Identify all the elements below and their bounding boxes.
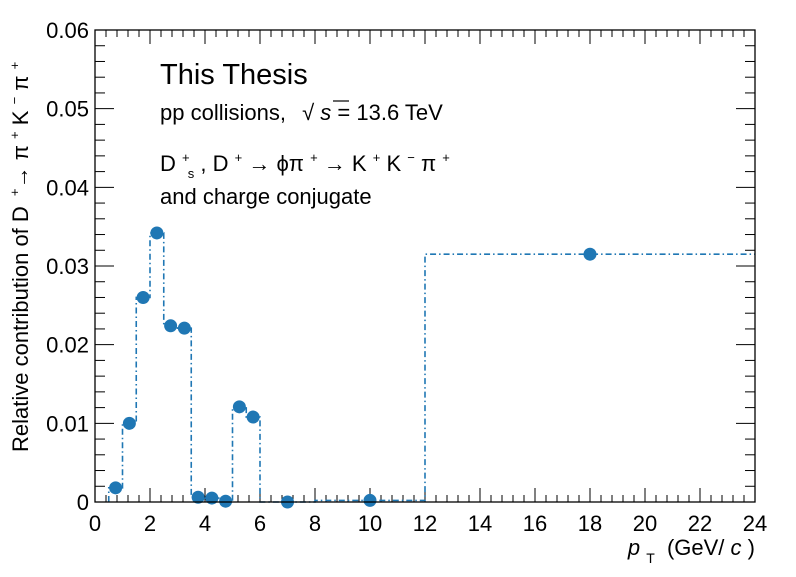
annotation-line2-arrow2: → K [324,151,367,176]
y-tick-label: 0.01 [46,411,89,436]
annotation-line2: D + s , D + → ϕπ + → K + K − π + [160,142,450,183]
annotation-line2-pi2: π [421,151,436,176]
y-tick-label: 0.03 [46,254,89,279]
annotation-line2-K2: K [386,151,401,176]
y-axis-title-D-sup: + [7,188,22,196]
annotation-line2-K2-sup: − [407,150,415,165]
data-point [219,494,233,508]
data-point [150,226,164,240]
annotation-line2-s-sup: + [182,150,190,165]
y-axis-title-K-sup: − [7,97,22,105]
annotation-sqrt-s: s [320,100,331,125]
annotation-line3: and charge conjugate [160,184,372,209]
data-point [122,416,136,430]
x-axis-title: p T (GeV/ c ) [627,535,755,568]
x-tick-label: 20 [633,511,657,536]
x-tick-label: 10 [358,511,382,536]
data-point [232,400,246,414]
x-tick-label: 6 [254,511,266,536]
y-axis-title-arrow: → π [8,145,33,188]
y-axis-title-pi-sup: + [7,131,22,139]
x-axis-title-sub: T [646,550,655,566]
y-axis-title: Relative contribution of D + → π + K − π… [0,62,33,452]
y-axis-title-pi2: π [8,76,33,91]
x-axis-title-unit: (GeV/ [667,535,725,560]
x-axis-title-unit-c: c [731,535,742,560]
y-tick-label: 0.02 [46,333,89,358]
data-point [191,490,205,504]
annotation-sqrt-symbol: √ [302,100,315,125]
data-point [246,410,260,424]
annotation-line2-arrow1: → ϕπ [248,151,304,176]
x-tick-label: 18 [578,511,602,536]
y-tick-label: 0.05 [46,97,89,122]
x-axis-title-p: p [627,535,640,560]
x-tick-label: 0 [89,511,101,536]
x-tick-label: 12 [413,511,437,536]
annotation-line2-K-sup: + [373,150,381,165]
x-tick-label: 22 [688,511,712,536]
annotation-line1: pp collisions, √ s = 13.6 TeV [160,100,443,125]
y-axis-title-main: Relative contribution of D [8,206,33,452]
y-tick-label: 0.06 [46,18,89,43]
x-tick-label: 8 [309,511,321,536]
data-point [177,321,191,335]
annotation-line2-D: D [160,151,176,176]
annotation-line1-post: = 13.6 TeV [337,100,443,125]
y-tick-label: 0.04 [46,175,89,200]
annotation-line2-D-sup: + [235,150,243,165]
x-tick-label: 4 [199,511,211,536]
data-point [583,247,597,261]
labels-layer: 0 2 4 6 8 10 12 14 16 18 20 22 2400.010.020.030.040.… [46,18,767,536]
x-axis-title-unit-end: ) [748,535,755,560]
y-axis-title-K: K [8,110,33,125]
data-point [363,493,377,507]
data-point [205,491,219,505]
x-tick-label: 2 [144,511,156,536]
data-point [136,290,150,304]
data-point [164,319,178,333]
x-tick-label: 24 [743,511,767,536]
x-tick-label: 16 [523,511,547,536]
data-point [109,481,123,495]
x-tick-label: 14 [468,511,492,536]
annotation-title: This Thesis [160,59,308,91]
annotation-line1-pre: pp collisions, [160,100,286,125]
annotation-line2-s-sub: s [188,166,195,181]
y-tick-label: 0 [77,490,89,515]
y-axis-title-pi2-sup: + [7,62,22,70]
annotation-line2-pi2-sup: + [442,150,450,165]
annotation-line2-mid: , D [200,151,228,176]
annotation-line2-pi-sup: + [310,150,318,165]
plot-frame [94,29,756,503]
